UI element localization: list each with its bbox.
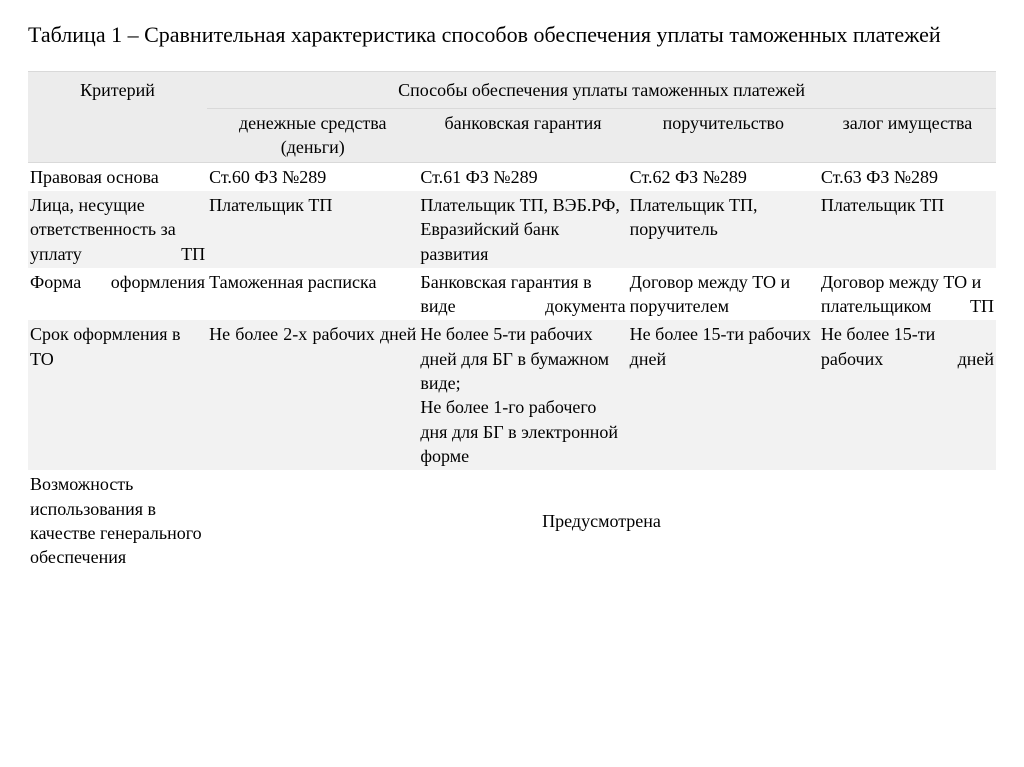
row-label-general-security: Возможность использования в качестве ген… bbox=[28, 470, 207, 571]
cell: Ст.61 ФЗ №289 bbox=[418, 162, 627, 191]
cell: Плательщик ТП, поручитель bbox=[628, 191, 819, 268]
row-label-legal-basis: Правовая основа bbox=[28, 162, 207, 191]
table-row: Правовая основа Ст.60 ФЗ №289 Ст.61 ФЗ №… bbox=[28, 162, 996, 191]
table-row: Возможность использования в качестве ген… bbox=[28, 470, 996, 571]
cell: Ст.63 ФЗ №289 bbox=[819, 162, 996, 191]
row-label-term: Срок оформления в ТО bbox=[28, 320, 207, 470]
header-group: Способы обеспечения уплаты таможенных пл… bbox=[207, 71, 996, 108]
cell: Плательщик ТП, ВЭБ.РФ, Евразийский банк … bbox=[418, 191, 627, 268]
table-title: Таблица 1 – Сравнительная характеристика… bbox=[28, 20, 996, 51]
cell: Договор между ТО и плательщиком ТП bbox=[819, 268, 996, 321]
header-col-surety: поручительство bbox=[628, 109, 819, 163]
header-col-bank-guarantee: банковская гарантия bbox=[418, 109, 627, 163]
cell-merged: Предусмотрена bbox=[207, 470, 996, 571]
cell: Не более 5-ти рабочих дней для БГ в бума… bbox=[418, 320, 627, 470]
table-row: Лица, несущие ответственность за уплату … bbox=[28, 191, 996, 268]
comparison-table: Критерий Способы обеспечения уплаты тамо… bbox=[28, 71, 996, 572]
row-label-form: Форма оформления bbox=[28, 268, 207, 321]
cell: Ст.60 ФЗ №289 bbox=[207, 162, 418, 191]
cell: Ст.62 ФЗ №289 bbox=[628, 162, 819, 191]
header-col-money: денежные средства (деньги) bbox=[207, 109, 418, 163]
header-criterion: Критерий bbox=[28, 71, 207, 162]
cell: Договор между ТО и поручителем bbox=[628, 268, 819, 321]
row-label-liable-persons: Лица, несущие ответственность за уплату … bbox=[28, 191, 207, 268]
cell: Не более 15-ти рабочих дней bbox=[628, 320, 819, 470]
cell: Таможенная расписка bbox=[207, 268, 418, 321]
cell: Не более 15-ти рабочих дней bbox=[819, 320, 996, 470]
table-row: Форма оформления Таможенная расписка Бан… bbox=[28, 268, 996, 321]
cell: Плательщик ТП bbox=[819, 191, 996, 268]
header-col-pledge: залог имущества bbox=[819, 109, 996, 163]
cell: Плательщик ТП bbox=[207, 191, 418, 268]
cell: Банковская гарантия в виде документа bbox=[418, 268, 627, 321]
cell: Не более 2-х рабочих дней bbox=[207, 320, 418, 470]
table-row: Срок оформления в ТО Не более 2-х рабочи… bbox=[28, 320, 996, 470]
